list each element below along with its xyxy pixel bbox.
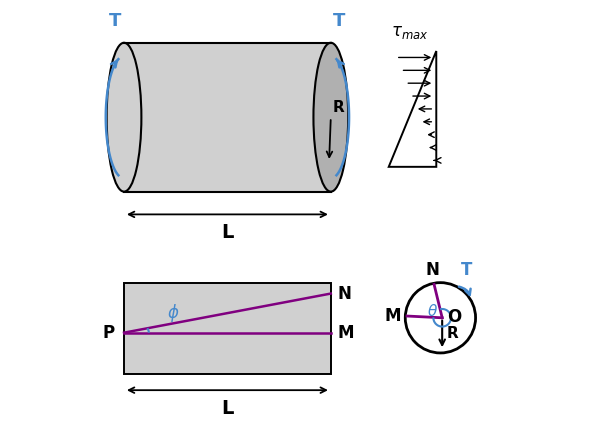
Text: R: R (333, 100, 345, 115)
Ellipse shape (313, 43, 348, 192)
Text: $\tau_{max}$: $\tau_{max}$ (392, 23, 429, 41)
Text: R: R (446, 327, 458, 341)
Text: $\theta$: $\theta$ (427, 303, 438, 319)
Text: M: M (337, 324, 354, 342)
Polygon shape (124, 283, 331, 374)
Polygon shape (124, 43, 331, 192)
Text: L: L (221, 223, 234, 242)
Text: M: M (385, 307, 401, 325)
Text: T: T (460, 261, 472, 279)
Text: T: T (334, 12, 346, 30)
Text: L: L (221, 399, 234, 418)
Text: T: T (109, 12, 122, 30)
Text: N: N (425, 261, 439, 280)
Text: $\phi$: $\phi$ (168, 302, 180, 324)
Text: N: N (337, 285, 351, 302)
Circle shape (405, 283, 476, 353)
Text: P: P (103, 324, 115, 342)
Text: O: O (447, 308, 461, 326)
Ellipse shape (106, 43, 141, 192)
